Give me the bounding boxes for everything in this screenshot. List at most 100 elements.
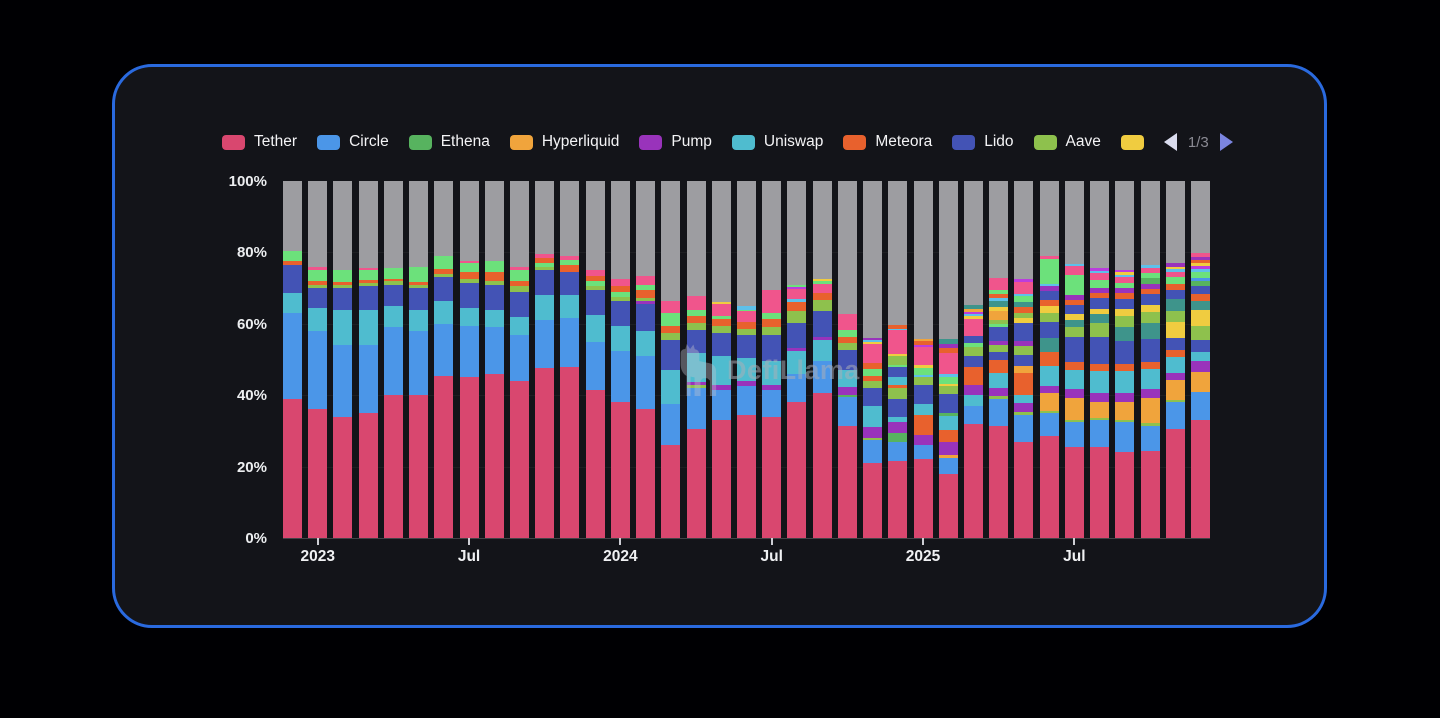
segment-hotpink bbox=[1064, 266, 1084, 276]
legend-item-aave[interactable]: Aave bbox=[1033, 134, 1101, 150]
segment-brightgreen bbox=[308, 270, 328, 281]
bar-nov-2025[interactable] bbox=[1165, 181, 1185, 538]
bar-mar-2024[interactable] bbox=[661, 181, 681, 538]
bar-jan-2024[interactable] bbox=[610, 181, 630, 538]
segment-circle bbox=[333, 345, 353, 417]
segment-circle bbox=[383, 327, 403, 396]
legend-item-uniswap[interactable]: Uniswap bbox=[731, 134, 823, 150]
bar-dec-2024[interactable] bbox=[888, 181, 908, 538]
previous-page-icon[interactable] bbox=[1163, 133, 1177, 151]
bar-sep-2025[interactable] bbox=[1115, 181, 1135, 538]
segment-hotpink bbox=[737, 311, 756, 323]
segment-circle bbox=[484, 327, 504, 374]
segment-brightgreen bbox=[938, 376, 958, 384]
segment-darkteal bbox=[1039, 337, 1059, 353]
segment-uniswap bbox=[585, 314, 605, 342]
bar-jan-2025[interactable] bbox=[913, 181, 933, 538]
segment-aave bbox=[1165, 311, 1185, 322]
segment-hotpink bbox=[1140, 267, 1160, 273]
legend-item-lido[interactable]: Lido bbox=[952, 134, 1014, 150]
legend-swatch bbox=[1033, 134, 1057, 150]
segment-darkteal bbox=[964, 305, 983, 309]
bar-jul-2025[interactable] bbox=[1064, 181, 1084, 538]
segment-lido bbox=[1014, 323, 1034, 342]
segment-uniswap bbox=[308, 307, 328, 331]
bar-apr-2025[interactable] bbox=[989, 181, 1009, 538]
bar-dec-2022[interactable] bbox=[283, 181, 302, 538]
segment-lightblue bbox=[888, 328, 908, 331]
segment-pump bbox=[888, 422, 908, 433]
segment-hotpink bbox=[510, 266, 529, 271]
segment-meteora bbox=[913, 414, 933, 435]
legend-item-hyperliquid[interactable]: Hyperliquid bbox=[509, 134, 619, 150]
bar-apr-2024[interactable] bbox=[686, 181, 706, 538]
segment-aave bbox=[308, 284, 328, 289]
segment-meteora bbox=[1014, 373, 1034, 395]
bar-jun-2023[interactable] bbox=[434, 181, 454, 538]
bar-may-2025[interactable] bbox=[1014, 181, 1034, 538]
segment-hotpink bbox=[964, 318, 983, 337]
segment-lido bbox=[636, 304, 656, 331]
segment-yellow bbox=[938, 383, 958, 387]
bar-jan-2023[interactable] bbox=[308, 181, 328, 538]
segment-uniswap bbox=[510, 316, 529, 335]
bar-dec-2023[interactable] bbox=[585, 181, 605, 538]
segment-brightgreen bbox=[283, 250, 302, 262]
bar-sep-2024[interactable] bbox=[812, 181, 832, 538]
bar-feb-2025[interactable] bbox=[938, 181, 958, 538]
segment-aave bbox=[535, 266, 555, 271]
segment-lido bbox=[1090, 298, 1110, 309]
segment-lido bbox=[1064, 305, 1084, 315]
segment-pump bbox=[1115, 287, 1135, 294]
bar-dec-2025[interactable] bbox=[1191, 181, 1210, 538]
bar-aug-2023[interactable] bbox=[484, 181, 504, 538]
segment-lido bbox=[661, 339, 681, 371]
bar-may-2024[interactable] bbox=[711, 181, 731, 538]
segment-lido bbox=[459, 282, 479, 308]
next-page-icon[interactable] bbox=[1219, 133, 1233, 151]
segment-aave bbox=[686, 384, 706, 389]
bar-apr-2023[interactable] bbox=[383, 181, 403, 538]
bar-feb-2024[interactable] bbox=[636, 181, 656, 538]
bar-feb-2023[interactable] bbox=[333, 181, 353, 538]
segment-pump bbox=[837, 387, 857, 395]
bar-oct-2025[interactable] bbox=[1140, 181, 1160, 538]
segment-yellow bbox=[1140, 304, 1160, 313]
legend-item-pump[interactable]: Pump bbox=[639, 134, 712, 150]
segment-circle bbox=[913, 445, 933, 460]
bar-jun-2025[interactable] bbox=[1039, 181, 1059, 538]
segment-circle bbox=[1140, 425, 1160, 451]
bar-oct-2023[interactable] bbox=[535, 181, 555, 538]
bar-jul-2024[interactable] bbox=[762, 181, 782, 538]
bar-oct-2024[interactable] bbox=[837, 181, 857, 538]
bar-jul-2023[interactable] bbox=[459, 181, 479, 538]
legend-item-circle[interactable]: Circle bbox=[317, 134, 389, 150]
y-axis-label: 60% bbox=[236, 315, 267, 333]
bar-sep-2023[interactable] bbox=[510, 181, 529, 538]
segment-lido bbox=[358, 286, 378, 310]
legend-item-unlabeled[interactable] bbox=[1120, 134, 1144, 150]
segment-pump bbox=[762, 384, 782, 390]
segment-hotpink bbox=[1014, 281, 1034, 294]
segment-lido bbox=[989, 326, 1009, 342]
legend-item-tether[interactable]: Tether bbox=[222, 134, 297, 150]
segment-uniswap bbox=[661, 370, 681, 405]
bar-jun-2024[interactable] bbox=[737, 181, 756, 538]
bar-aug-2024[interactable] bbox=[787, 181, 807, 538]
bar-nov-2024[interactable] bbox=[863, 181, 883, 538]
segment-hyperliquid bbox=[1039, 392, 1059, 411]
bar-aug-2025[interactable] bbox=[1090, 181, 1110, 538]
segment-uniswap bbox=[484, 309, 504, 328]
segment-hotpink bbox=[308, 267, 328, 271]
segment-brightgreen bbox=[863, 368, 883, 376]
segment-aave bbox=[1014, 412, 1034, 415]
legend-item-ethena[interactable]: Ethena bbox=[408, 134, 490, 150]
legend-item-meteora[interactable]: Meteora bbox=[843, 134, 932, 150]
bar-nov-2023[interactable] bbox=[560, 181, 580, 538]
bar-mar-2023[interactable] bbox=[358, 181, 378, 538]
segment-aave bbox=[989, 345, 1009, 353]
bar-mar-2025[interactable] bbox=[964, 181, 983, 538]
bar-may-2023[interactable] bbox=[409, 181, 429, 538]
segment-aave bbox=[964, 347, 983, 356]
segment-circle bbox=[1039, 413, 1059, 437]
